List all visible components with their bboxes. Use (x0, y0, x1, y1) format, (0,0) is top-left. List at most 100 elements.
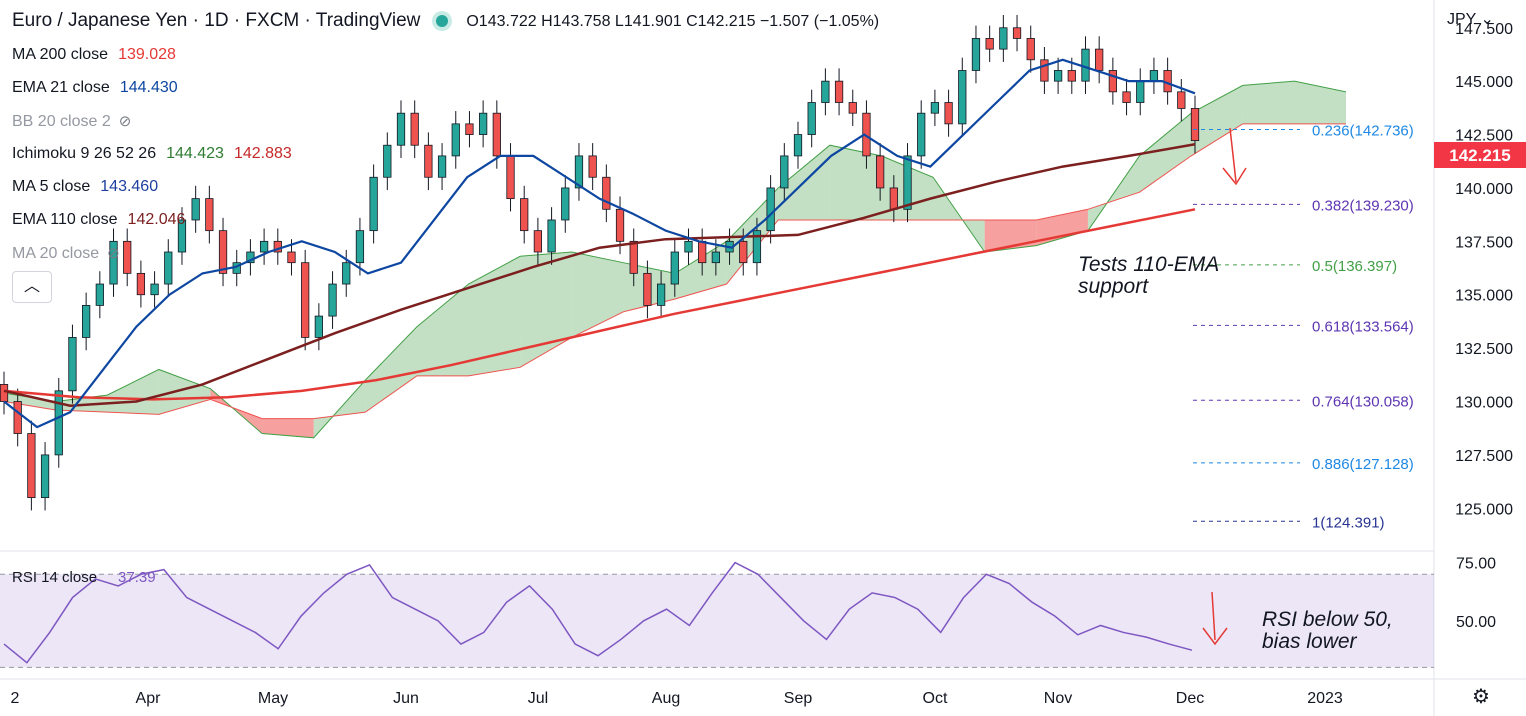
candle (1149, 57, 1159, 94)
candle-body (150, 283, 159, 296)
cloud-segment (468, 256, 521, 376)
time-axis: 2 Apr May Jun Jul Aug Sep Oct Nov Dec 2023 (11, 690, 1343, 707)
y-tick-label: 142.500 (1455, 128, 1513, 145)
x-tick-label: Jun (393, 690, 419, 707)
candle (218, 217, 228, 287)
candle-body (971, 38, 981, 71)
candle-body (314, 315, 323, 338)
candle (301, 249, 310, 351)
candle-body (807, 102, 816, 135)
cloud-segment (1036, 209, 1088, 246)
hidden-eye-icon[interactable]: ⊘ (107, 245, 120, 262)
candle-body (944, 102, 953, 125)
candle-body (903, 155, 912, 210)
cloud-segment (55, 395, 108, 413)
candle (136, 260, 146, 308)
candle-body (1012, 27, 1022, 39)
legend-ichimoku[interactable]: Ichimoku 9 26 52 26 144.423 142.883 (12, 145, 292, 163)
legend-bb20[interactable]: BB 20 close 2 ⊘ (12, 112, 131, 131)
candle (82, 292, 91, 351)
candle-body (1108, 70, 1117, 93)
cloud-segment (365, 326, 417, 413)
candle-body (68, 337, 77, 392)
candle-body (602, 176, 611, 210)
candle-body (95, 283, 104, 306)
collapse-legend-button[interactable]: ︿ (12, 271, 52, 303)
x-tick-label: Aug (652, 690, 680, 707)
candle-body (123, 240, 132, 274)
candle-body (930, 102, 940, 114)
y-tick-label: 137.500 (1455, 234, 1513, 251)
candle (930, 89, 940, 127)
candle (985, 25, 994, 62)
candle (793, 121, 803, 169)
candle (506, 143, 515, 212)
series-ema-21-close (3, 58, 1196, 429)
candle (1122, 79, 1131, 116)
candle-body (561, 187, 570, 221)
candle-body (342, 262, 351, 285)
hidden-eye-icon[interactable]: ⊘ (118, 113, 132, 130)
candle-body (670, 251, 679, 285)
candle (821, 68, 830, 116)
cloud-segment (416, 284, 469, 376)
legend-label: MA 5 close (12, 178, 91, 195)
candle (342, 249, 351, 297)
cloud-segment (158, 369, 211, 415)
candle-body (465, 123, 474, 135)
settings-gear-icon[interactable]: ⚙ (1472, 686, 1490, 708)
candle (561, 175, 570, 233)
candle (1040, 46, 1049, 94)
candle (451, 111, 460, 169)
symbol-title[interactable]: Euro / Japanese Yen · 1D · FXCM · Tradin… (12, 10, 421, 31)
candle-body (985, 38, 994, 50)
currency-label: JPY (1447, 11, 1477, 28)
candle (574, 143, 584, 201)
candle-body (301, 262, 310, 338)
candle (177, 207, 187, 265)
legend-ema110[interactable]: EMA 110 close 142.046 (12, 211, 185, 229)
candle (383, 132, 392, 191)
candle-body (834, 80, 844, 103)
candle (424, 132, 433, 191)
legend-value: 144.423 (166, 145, 224, 162)
legend-value: 142.046 (127, 211, 186, 228)
price-badge: 142.215 (1434, 142, 1526, 168)
candle-body (383, 144, 392, 178)
candle (971, 25, 981, 84)
candle-body (766, 187, 775, 232)
candle (903, 143, 912, 223)
candle-body (629, 240, 638, 274)
rsi-legend-value: 37.39 (118, 569, 156, 586)
legend-value: 139.028 (118, 46, 176, 63)
candle-body (739, 240, 748, 264)
candle-body (369, 176, 378, 232)
candle-body (999, 27, 1008, 50)
rsi-band-fill (0, 574, 1434, 668)
y-tick-label: 145.000 (1455, 74, 1513, 91)
candle-body (396, 112, 406, 146)
y-tick-label: 127.500 (1455, 448, 1513, 465)
legend-label: BB 20 close 2 (12, 113, 111, 130)
cloud-segment (520, 252, 572, 368)
candle-body (780, 155, 789, 189)
candle-body (1067, 70, 1076, 82)
candle (533, 217, 543, 265)
legend-ma5[interactable]: MA 5 close 143.460 (12, 178, 158, 196)
candle (396, 100, 406, 159)
candle (369, 164, 378, 244)
cloud-segment (1191, 85, 1243, 156)
candle-body (492, 112, 501, 157)
fib-label: 0.764(130.058) (1312, 393, 1414, 410)
legend-ema21[interactable]: EMA 21 close 144.430 (12, 79, 178, 97)
candlesticks (0, 14, 1200, 511)
currency-selector[interactable]: JPY ⌄ (1447, 9, 1494, 29)
x-tick-label: Dec (1176, 690, 1204, 707)
legend-ma200[interactable]: MA 200 close 139.028 (12, 46, 176, 64)
legend-ma20[interactable]: MA 20 close ⊘ (12, 244, 120, 263)
candle (95, 271, 104, 319)
candle-body (164, 251, 173, 285)
candle-body (533, 230, 543, 253)
annotation-text: Tests 110-EMA (1078, 253, 1219, 276)
